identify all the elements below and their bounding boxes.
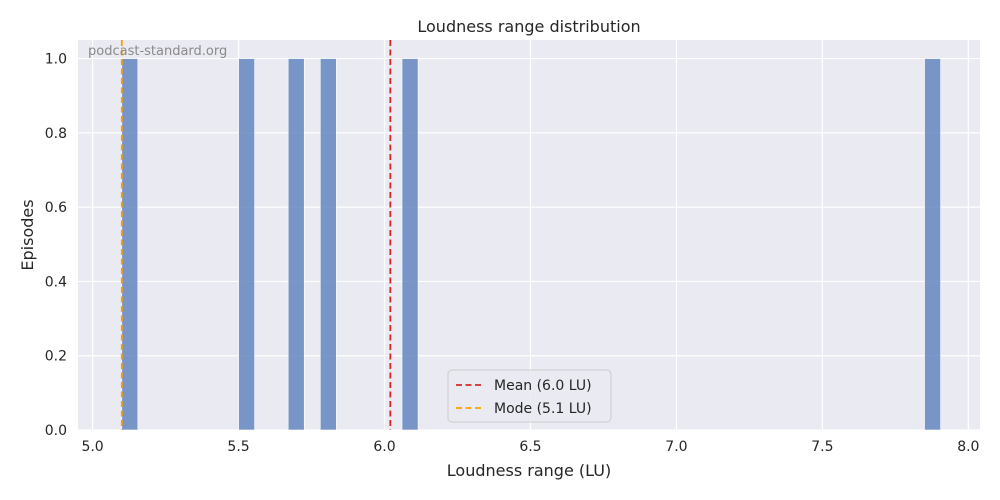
plot-area — [78, 40, 980, 430]
histogram-bar — [319, 58, 337, 431]
chart-title: Loudness range distribution — [417, 17, 640, 36]
histogram-bar — [401, 58, 419, 431]
grid-lines — [78, 40, 980, 431]
histogram-bar — [287, 58, 305, 431]
histogram-bar — [924, 58, 941, 431]
x-tick-label: 7.0 — [665, 439, 687, 455]
x-axis-label: Loudness range (LU) — [447, 461, 611, 480]
legend-entry-label: Mean (6.0 LU) — [494, 378, 592, 394]
x-tick-label: 5.0 — [81, 439, 103, 455]
y-tick-label: 0.8 — [45, 126, 67, 142]
y-tick-label: 0.0 — [45, 423, 67, 439]
y-tick-label: 0.6 — [45, 200, 67, 216]
histogram-bar — [238, 58, 255, 431]
x-tick-label: 8.0 — [957, 439, 979, 455]
legend-box — [447, 369, 612, 423]
y-axis-label: Episodes — [18, 199, 37, 270]
x-tick-label: 6.5 — [519, 439, 541, 455]
x-tick-labels: 5.0 5.5 6.0 6.5 7.0 7.5 8.0 — [81, 439, 979, 455]
y-tick-label: 0.2 — [45, 349, 67, 365]
bars — [121, 58, 941, 431]
legend: Mean (6.0 LU) Mode (5.1 LU) — [447, 369, 612, 423]
y-tick-label: 1.0 — [45, 52, 67, 68]
histogram-bar — [121, 58, 139, 431]
y-tick-label: 0.4 — [45, 274, 67, 290]
reference-lines — [120, 40, 392, 430]
y-tick-labels: 0.0 0.2 0.4 0.6 0.8 1.0 — [45, 52, 67, 439]
legend-entry-label: Mode (5.1 LU) — [494, 401, 592, 417]
x-tick-label: 6.0 — [373, 439, 395, 455]
x-tick-label: 7.5 — [811, 439, 833, 455]
watermark-text: podcast-standard.org — [88, 44, 227, 59]
x-tick-label: 5.5 — [227, 439, 249, 455]
